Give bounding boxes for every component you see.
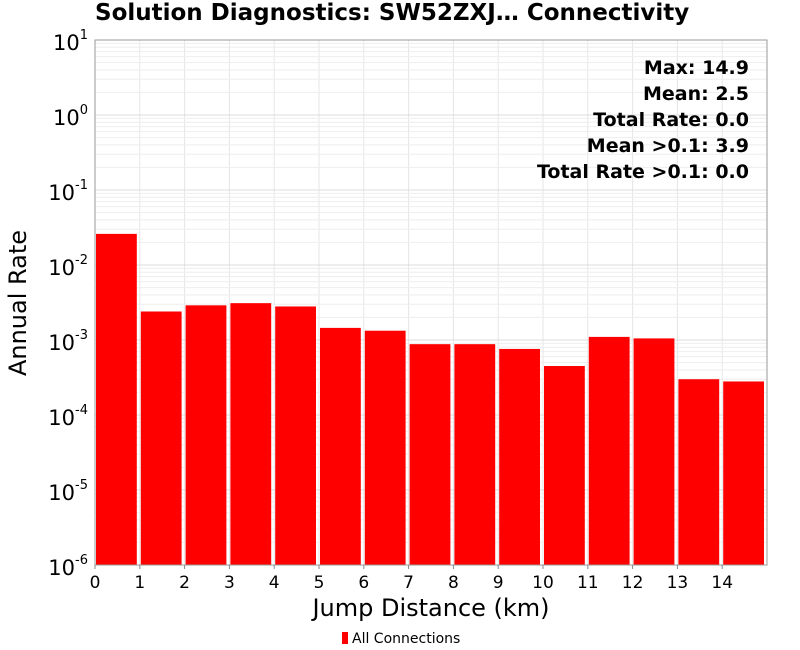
stat-annotation: Total Rate: 0.0 xyxy=(593,109,749,131)
bar xyxy=(185,305,227,565)
x-tick-label: 1 xyxy=(134,573,145,593)
x-tick-label: 7 xyxy=(403,573,414,593)
x-tick-label: 0 xyxy=(90,573,101,593)
bar xyxy=(230,303,272,565)
y-tick-label: 100 xyxy=(53,103,88,130)
stat-annotation: Total Rate >0.1: 0.0 xyxy=(537,161,749,183)
stat-annotation: Max: 14.9 xyxy=(644,57,749,79)
bar xyxy=(633,338,675,565)
bar xyxy=(723,381,764,565)
bar xyxy=(409,344,451,565)
y-axis-label: Annual Rate xyxy=(4,230,32,376)
bar xyxy=(678,379,720,565)
legend: All Connections xyxy=(342,631,460,647)
x-tick-label: 2 xyxy=(179,573,190,593)
stat-annotation: Mean: 2.5 xyxy=(643,83,749,105)
y-tick-label: 10-4 xyxy=(48,403,88,430)
bar xyxy=(275,306,316,565)
legend-swatch xyxy=(342,632,348,644)
stat-annotation: Mean >0.1: 3.9 xyxy=(587,135,749,157)
bar xyxy=(544,366,585,565)
x-tick-label: 4 xyxy=(269,573,280,593)
x-tick-label: 5 xyxy=(314,573,325,593)
bar xyxy=(454,344,496,565)
x-tick-label: 11 xyxy=(577,573,599,593)
bar xyxy=(96,233,137,565)
bar xyxy=(140,311,182,565)
y-ticks: 101 100 10-1 10-2 10-3 10-4 10-5 10-6 xyxy=(48,28,88,580)
x-axis-label: Jump Distance (km) xyxy=(310,594,549,622)
x-tick-label: 10 xyxy=(532,573,554,593)
plot-frame xyxy=(94,39,768,566)
bar xyxy=(499,348,540,565)
x-ticks: 0 1 2 3 4 5 6 7 8 9 10 11 12 13 14 xyxy=(90,565,733,593)
x-tick-label: 6 xyxy=(358,573,369,593)
x-tick-label: 9 xyxy=(493,573,504,593)
y-tick-label: 10-6 xyxy=(48,553,88,580)
y-tick-label: 10-5 xyxy=(48,478,88,505)
bar xyxy=(588,336,630,565)
x-tick-label: 14 xyxy=(711,573,733,593)
bar xyxy=(364,330,406,565)
bar xyxy=(320,327,361,565)
x-tick-label: 8 xyxy=(448,573,459,593)
x-tick-label: 3 xyxy=(224,573,235,593)
legend-label: All Connections xyxy=(352,631,460,647)
y-tick-label: 10-3 xyxy=(48,328,88,355)
y-tick-label: 101 xyxy=(53,28,88,55)
y-tick-label: 10-2 xyxy=(48,253,88,280)
bars xyxy=(96,233,764,565)
x-tick-label: 13 xyxy=(667,573,689,593)
y-tick-label: 10-1 xyxy=(48,178,88,205)
x-tick-label: 12 xyxy=(622,573,644,593)
chart-title: Solution Diagnostics: SW52ZXJ… Connectiv… xyxy=(95,0,690,26)
stats-annotations: Max: 14.9 Mean: 2.5 Total Rate: 0.0 Mean >0… xyxy=(537,57,749,183)
